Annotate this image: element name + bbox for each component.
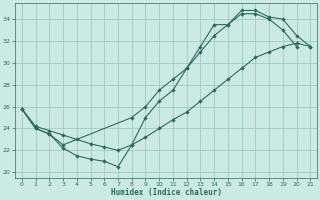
X-axis label: Humidex (Indice chaleur): Humidex (Indice chaleur)	[111, 188, 221, 197]
